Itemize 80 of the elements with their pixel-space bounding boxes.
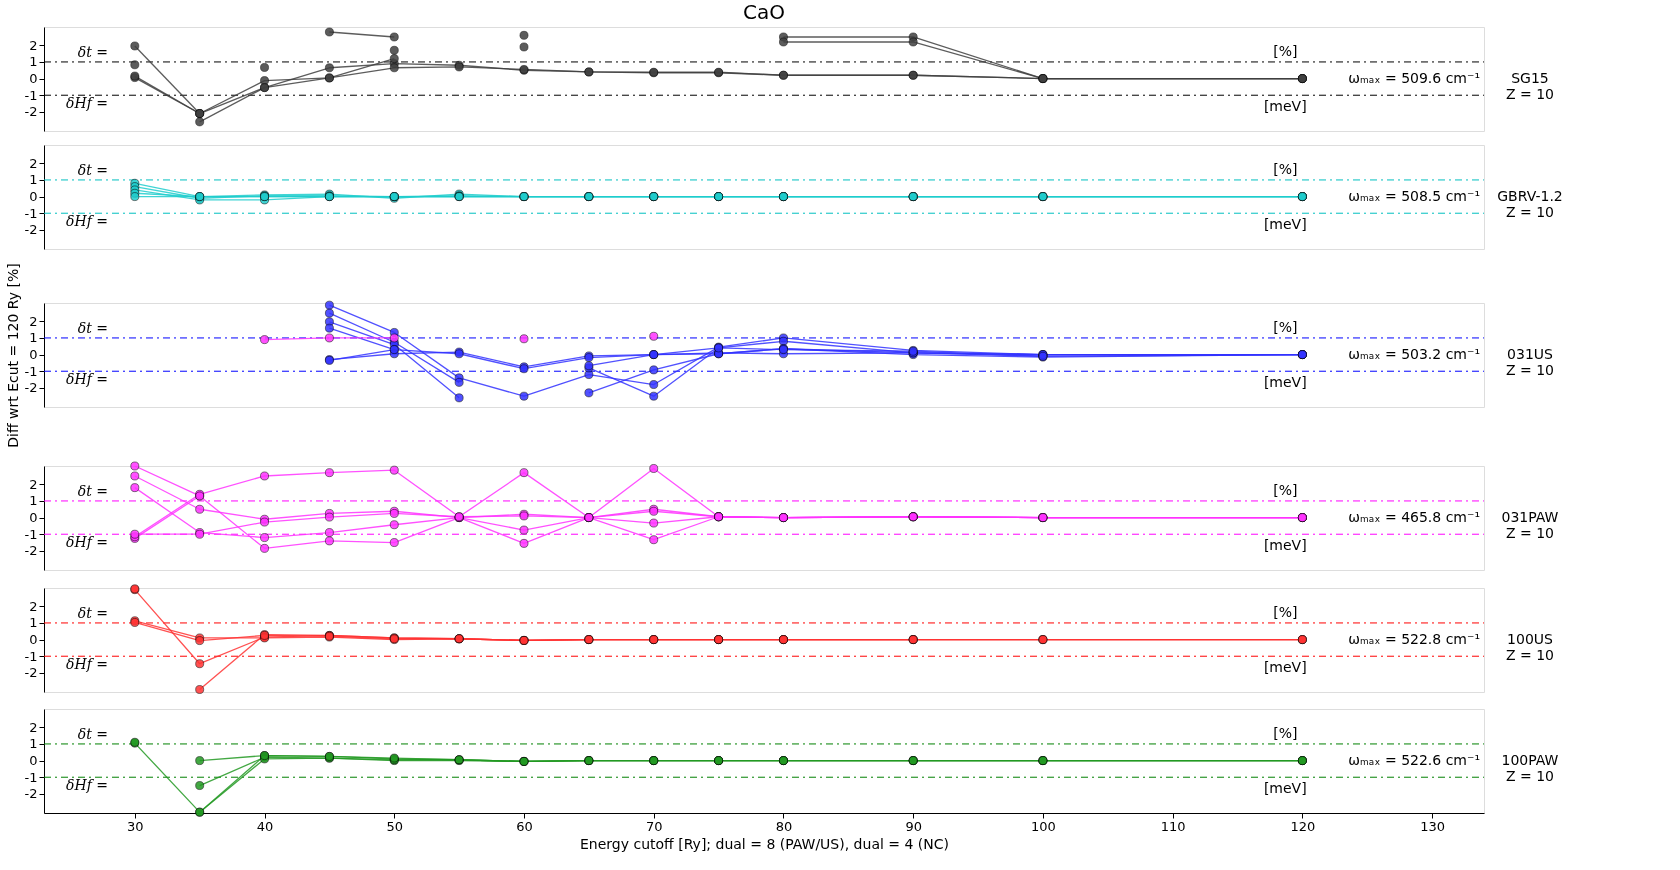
annotation: [%]: [1273, 160, 1298, 177]
y-tick-label: 1: [29, 493, 38, 509]
text: 031PAW Z = 10: [1501, 508, 1559, 541]
y-tick-label: -1: [24, 87, 38, 103]
x-tick-label: 30: [127, 818, 144, 834]
annotation: [%]: [1273, 603, 1298, 620]
y-tick-label: -2: [24, 104, 38, 120]
y-tick-label: -2: [24, 786, 38, 802]
annotation: [meV]: [1263, 216, 1307, 233]
y-tick-label: -2: [24, 543, 38, 559]
ref-line-label: δt =: [77, 319, 108, 336]
text: SG15 Z = 10: [1505, 69, 1555, 102]
x-tick-label: 120: [1290, 818, 1316, 834]
ref-line-label: δHf =: [66, 656, 108, 673]
y-tick-label: 2: [29, 37, 38, 53]
y-tick-label: -1: [24, 526, 38, 542]
y-tick-label: 2: [29, 313, 38, 329]
ref-line-label: δt =: [77, 43, 108, 60]
annotation: [%]: [1273, 42, 1298, 59]
x-tick-label: 50: [386, 818, 404, 834]
y-tick-label: -1: [24, 363, 38, 379]
chart-title: CaO: [743, 0, 785, 24]
text: 100PAW Z = 10: [1501, 751, 1559, 784]
y-tick-label: 2: [29, 155, 38, 171]
annotation: [%]: [1273, 481, 1298, 498]
x-tick-label: 90: [905, 818, 922, 834]
y-tick-label: -2: [24, 222, 38, 238]
x-axis-title: Energy cutoff [Ry]; dual = 8 (PAW/US), dual = 4 (NC): [579, 835, 950, 852]
text: GBRV-1.2 Z = 10: [1497, 187, 1563, 220]
ref-line-label: δt =: [77, 161, 108, 178]
annotation: ωₘₐₓ = 522.8 cm⁻¹: [1348, 630, 1480, 647]
annotation: [meV]: [1263, 537, 1307, 554]
y-tick-label: -2: [24, 380, 38, 396]
y-tick-label: 0: [29, 71, 38, 87]
text: 100US Z = 10: [1505, 630, 1555, 663]
ref-line-label: δHf =: [66, 534, 108, 551]
ref-line-label: δHf =: [66, 213, 108, 230]
x-tick-label: 130: [1420, 818, 1446, 834]
x-tick-label: 70: [645, 818, 663, 834]
y-tick-label: -1: [24, 648, 38, 664]
y-tick-label: 1: [29, 330, 38, 346]
annotation: [meV]: [1263, 659, 1307, 676]
annotation: ωₘₐₓ = 509.6 cm⁻¹: [1348, 69, 1480, 86]
y-tick-label: -1: [24, 205, 38, 221]
x-tick-label: 110: [1160, 818, 1186, 834]
x-tick-label: 100: [1031, 818, 1056, 834]
ref-line-label: δHf =: [66, 777, 108, 794]
y-tick-label: -1: [24, 769, 38, 785]
ref-line-label: δHf =: [66, 371, 108, 388]
ref-line-label: δt =: [77, 482, 108, 499]
annotation: ωₘₐₓ = 503.2 cm⁻¹: [1348, 345, 1480, 362]
y-tick-label: 1: [29, 615, 38, 631]
y-tick-label: 0: [29, 347, 38, 363]
y-tick-label: 2: [29, 598, 38, 614]
x-tick-label: 40: [256, 818, 274, 834]
y-tick-label: 2: [29, 476, 38, 492]
y-axis-title: Diff wrt Ecut = 120 Ry [%]: [4, 263, 21, 448]
annotation: ωₘₐₓ = 465.8 cm⁻¹: [1348, 508, 1480, 525]
annotation: [%]: [1273, 724, 1298, 741]
x-tick-label: 80: [775, 818, 793, 834]
y-tick-label: 2: [29, 719, 38, 735]
y-tick-label: 1: [29, 172, 38, 188]
y-tick-label: 0: [29, 753, 38, 769]
ref-line-label: δt =: [77, 725, 108, 742]
annotation: [meV]: [1263, 98, 1307, 115]
ref-line-label: δt =: [77, 604, 108, 621]
annotation: [%]: [1273, 318, 1298, 335]
ref-line-label: δHf =: [66, 95, 108, 112]
annotation: ωₘₐₓ = 508.5 cm⁻¹: [1348, 187, 1480, 204]
y-tick-label: 0: [29, 632, 38, 648]
annotation: [meV]: [1263, 374, 1307, 391]
text: 031US Z = 10: [1505, 345, 1555, 378]
y-tick-label: 0: [29, 189, 38, 205]
y-tick-label: -2: [24, 665, 38, 681]
y-tick-label: 0: [29, 510, 38, 526]
annotation: ωₘₐₓ = 522.6 cm⁻¹: [1348, 751, 1480, 768]
x-tick-label: 60: [516, 818, 533, 834]
y-tick-label: 1: [29, 736, 38, 752]
y-tick-label: 1: [29, 54, 38, 70]
annotation: [meV]: [1263, 780, 1307, 797]
